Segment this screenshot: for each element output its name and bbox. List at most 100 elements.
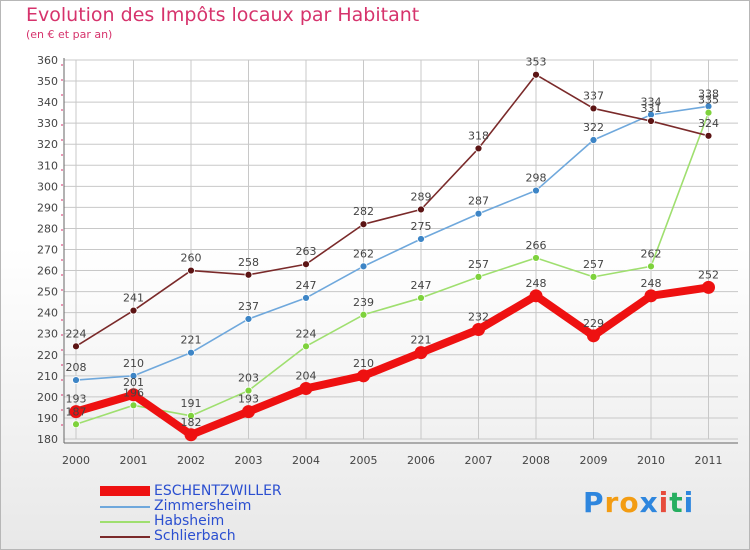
data-label-schlierbach: 337 [583,89,604,102]
data-point-habsheim [474,272,483,281]
y-tick-label: 220 [37,349,58,362]
legend-label-schlierbach: Schlierbach [154,528,236,544]
y-tick-label: 330 [37,117,58,130]
data-point-zimmersheim [302,294,310,302]
data-label-zimmersheim: 237 [238,300,259,313]
data-label-eschentzwiller: 210 [353,357,374,370]
x-tick-label: 2007 [465,454,493,467]
logo-letter: r [604,486,620,519]
data-label-schlierbach: 263 [296,245,317,258]
data-label-eschentzwiller: 252 [698,268,719,281]
data-label-zimmersheim: 221 [181,334,202,347]
data-point-schlierbach [647,117,655,125]
data-label-eschentzwiller: 248 [526,277,547,290]
data-point-habsheim [302,342,310,351]
data-label-schlierbach: 224 [66,327,87,340]
data-point-schlierbach [359,220,368,229]
data-point-eschentzwiller [357,369,370,383]
data-point-schlierbach [129,306,138,315]
x-tick-label: 2002 [177,454,205,467]
data-point-eschentzwiller [702,280,715,294]
data-point-zimmersheim [589,136,598,144]
data-label-habsheim: 187 [66,405,87,418]
y-tick-label: 260 [37,265,58,278]
data-label-zimmersheim: 275 [411,220,432,233]
y-tick-label: 350 [37,75,58,88]
data-point-eschentzwiller [127,388,140,402]
series-line-zimmersheim [75,105,710,381]
data-point-eschentzwiller [242,405,255,419]
data-point-habsheim [129,401,138,410]
logo-letter: i [683,486,695,519]
data-point-eschentzwiller [587,329,600,343]
x-tick-label: 2006 [407,454,435,467]
data-label-habsheim: 335 [698,94,719,107]
data-label-eschentzwiller: 204 [296,369,317,382]
data-point-schlierbach [302,260,310,269]
data-point-habsheim [532,254,540,262]
y-tick-label: 280 [37,222,58,235]
data-label-zimmersheim: 322 [583,121,604,134]
data-point-habsheim [704,108,713,117]
y-tick-label: 210 [37,370,58,383]
data-point-zimmersheim [72,376,80,384]
data-label-layer: 193 201 182 193 204 210 221 232 248 229 248 252 208 2… [66,56,720,429]
proxiti-logo: Proxiti [583,486,694,519]
x-tick-label: 2005 [350,454,378,467]
data-label-schlierbach: 324 [698,117,719,130]
y-tick-label: 250 [37,286,58,299]
data-point-eschentzwiller [644,289,658,303]
data-point-habsheim [359,310,368,319]
data-point-schlierbach [704,131,713,140]
data-label-zimmersheim: 210 [123,357,144,370]
chart-subtitle: (en € et par an) [26,28,113,41]
axis-layer: 180 190 200 210 220 230 240 250 260 270 280 290 300 3… [37,54,738,467]
data-label-habsheim: 203 [238,372,259,385]
data-point-schlierbach [72,342,80,351]
data-label-schlierbach: 331 [641,102,662,115]
legend-swatch-habsheim [100,521,150,523]
data-label-zimmersheim: 208 [66,361,87,374]
series-layer [69,70,715,442]
data-label-eschentzwiller: 248 [641,277,662,290]
data-label-zimmersheim: 334 [641,96,662,109]
y-tick-label: 230 [37,328,58,341]
data-label-schlierbach: 282 [353,205,374,218]
data-label-habsheim: 191 [181,397,202,410]
data-point-zimmersheim [187,348,195,357]
data-point-zimmersheim [129,371,138,380]
data-point-eschentzwiller [69,405,83,419]
logo-letter: P [583,486,605,519]
data-point-zimmersheim [417,235,425,243]
data-label-eschentzwiller: 193 [66,393,87,406]
y-tick-label: 320 [37,138,58,151]
legend-label-habsheim: Habsheim [154,513,225,529]
data-label-eschentzwiller: 232 [468,311,489,324]
legend-swatch-eschentzwiller [100,486,150,496]
x-tick-label: 2001 [120,454,148,467]
series-line-habsheim [75,111,710,426]
x-tick-label: 2004 [292,454,320,467]
logo-letter: t [669,486,684,519]
data-label-eschentzwiller: 221 [411,334,432,347]
series-line-schlierbach [75,73,710,348]
data-point-schlierbach [589,104,598,113]
y-tick-label: 310 [37,159,58,172]
data-point-eschentzwiller [414,346,428,360]
logo-letter: o [619,486,640,519]
x-tick-label: 2000 [62,454,90,467]
data-label-habsheim: 239 [353,296,374,309]
y-tick-label: 340 [37,96,58,109]
data-label-habsheim: 196 [123,386,144,399]
data-label-schlierbach: 258 [238,256,259,269]
data-point-schlierbach [244,270,253,279]
x-tick-label: 2009 [580,454,608,467]
data-point-habsheim [589,272,598,281]
data-label-zimmersheim: 247 [296,279,317,292]
data-point-eschentzwiller [184,428,198,442]
grid-layer [64,59,738,440]
y-tick-label: 270 [37,244,58,257]
chart-title: Evolution des Impôts locaux par Habitant [26,4,420,26]
legend-swatch-schlierbach [100,536,150,538]
data-label-habsheim: 266 [526,239,547,252]
